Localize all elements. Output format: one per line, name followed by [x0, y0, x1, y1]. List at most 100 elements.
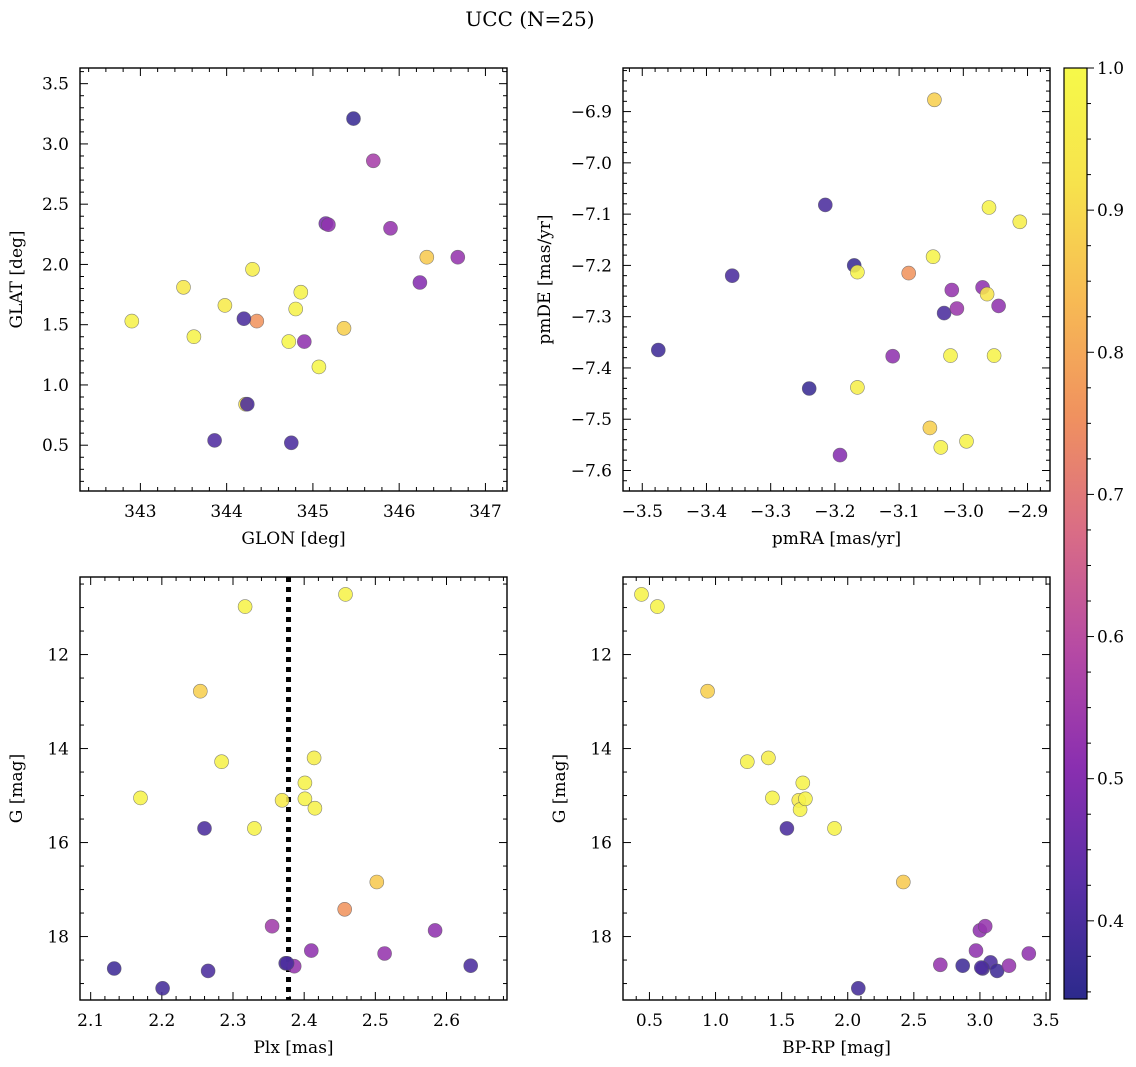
data-point — [293, 284, 309, 300]
data-point — [634, 587, 649, 602]
y-tick-label: −7.1 — [571, 205, 612, 225]
data-point — [311, 359, 327, 375]
data-point — [288, 301, 304, 317]
data-point — [739, 754, 755, 770]
data-point — [369, 874, 385, 890]
data-point — [761, 750, 776, 766]
data-point — [245, 261, 260, 277]
colorbar-tick-label: 0.9 — [1097, 201, 1124, 221]
y-tick-label: 12 — [590, 646, 612, 666]
data-point — [155, 980, 170, 996]
y-tick-label: 18 — [590, 928, 612, 948]
y-tick-label: 3.5 — [42, 75, 69, 95]
data-point — [936, 305, 952, 321]
data-point — [197, 821, 212, 836]
figure-title: UCC (N=25) — [465, 7, 594, 31]
data-point — [832, 447, 848, 463]
y-tick-label: −6.9 — [571, 103, 612, 123]
axes-frame — [79, 67, 508, 492]
x-tick-label: 345 — [297, 502, 329, 522]
scatter-points — [650, 92, 1028, 463]
x-tick-label: 2.2 — [148, 1011, 175, 1031]
colorbar-tick-label: 0.4 — [1097, 912, 1124, 932]
x-tick-label: −3.5 — [622, 502, 663, 522]
data-point — [274, 792, 290, 808]
data-point — [412, 275, 428, 290]
x-tick-label: 2.5 — [362, 1011, 389, 1031]
data-point — [207, 433, 222, 448]
data-point — [214, 754, 229, 770]
scatter-points — [106, 587, 479, 996]
data-point — [925, 249, 941, 265]
data-point — [933, 440, 949, 455]
axes-frame — [622, 576, 1051, 1001]
y-tick-label: 0.5 — [42, 436, 69, 456]
panels: 343 344 345 346 347 0.5 1.0 1.5 2.0 2.5 3.0 3.5 GLON… — [7, 67, 1060, 1058]
data-point — [850, 980, 866, 996]
y-axis-label: G [mag] — [550, 754, 570, 823]
data-point — [922, 420, 938, 436]
data-point — [901, 265, 917, 281]
data-point — [795, 775, 811, 791]
data-point — [237, 599, 253, 614]
data-point — [801, 381, 817, 396]
x-tick-label: 2.4 — [291, 1011, 318, 1031]
data-point — [949, 301, 965, 316]
axis-ticks — [623, 68, 1050, 492]
data-point — [419, 249, 435, 265]
axes-frame — [622, 67, 1051, 492]
y-tick-label: 3.0 — [42, 135, 69, 155]
data-point — [959, 433, 974, 449]
axis-ticks — [80, 577, 507, 1000]
x-tick-label: −3.0 — [943, 502, 984, 522]
data-point — [944, 282, 960, 298]
y-axis-label: GLAT [deg] — [7, 230, 27, 328]
data-point — [365, 153, 381, 169]
axes-frame — [79, 576, 508, 1001]
x-tick-label: 2.0 — [834, 1011, 861, 1031]
data-point — [650, 599, 665, 614]
x-tick-label: −3.2 — [814, 502, 855, 522]
y-tick-label: 14 — [590, 740, 612, 760]
data-point — [798, 791, 813, 807]
data-point — [850, 380, 865, 395]
data-point — [955, 958, 971, 974]
data-point — [281, 334, 297, 349]
data-point — [106, 961, 122, 976]
y-tick-label: −7.5 — [571, 410, 612, 430]
data-point — [968, 943, 984, 958]
data-point — [297, 775, 313, 791]
colorbar-tick-label: 0.8 — [1097, 343, 1124, 363]
data-point — [1021, 946, 1037, 961]
data-point — [303, 943, 319, 958]
y-tick-label: −7.2 — [571, 256, 612, 276]
x-tick-label: 0.5 — [636, 1011, 663, 1031]
y-tick-label: 2.5 — [42, 195, 69, 215]
data-point — [337, 901, 353, 917]
data-point — [133, 790, 148, 806]
x-tick-label: 2.3 — [219, 1011, 246, 1031]
data-point — [306, 750, 322, 766]
data-point — [249, 313, 265, 329]
y-tick-label: −7.0 — [571, 154, 612, 174]
data-point — [1012, 214, 1028, 230]
data-point — [817, 197, 833, 213]
data-point — [895, 874, 911, 890]
data-point — [383, 221, 398, 236]
panel-4: 0.5 1.0 1.5 2.0 2.5 3.0 3.5 12 14 16 18 BP-RP [mag]… — [550, 576, 1060, 1058]
y-tick-label: 1.0 — [42, 376, 69, 396]
data-point — [932, 957, 948, 973]
axis-ticks — [622, 577, 1050, 1000]
x-tick-label: −3.1 — [878, 502, 919, 522]
data-point — [176, 279, 191, 295]
data-point — [338, 587, 353, 602]
data-point — [463, 958, 479, 974]
y-tick-label: 14 — [47, 740, 69, 760]
data-point — [236, 311, 252, 327]
data-point — [307, 800, 323, 816]
data-point — [377, 946, 392, 961]
x-tick-label: 2.1 — [77, 1011, 104, 1031]
data-point — [427, 923, 443, 938]
x-tick-label: −3.3 — [750, 502, 791, 522]
